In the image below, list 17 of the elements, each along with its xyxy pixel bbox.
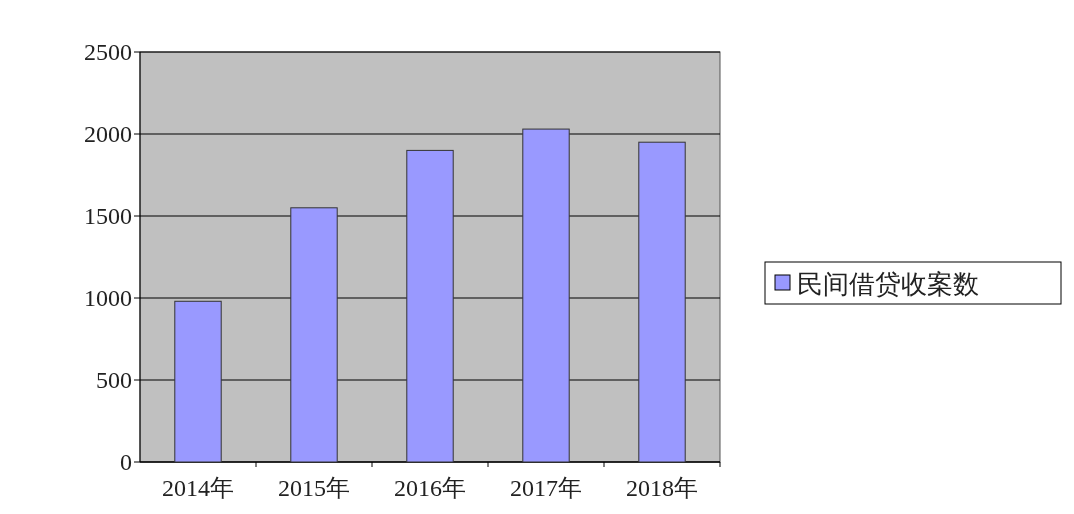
bar [174,300,222,463]
y-tick-label: 1500 [84,203,132,229]
y-tick-label: 0 [120,449,132,475]
bar [290,207,338,463]
bar [522,128,570,463]
x-tick-label: 2015年 [278,475,350,501]
legend-label: 民间借贷收案数 [797,269,979,299]
y-tick-label: 2000 [84,121,132,147]
x-tick-label: 2014年 [162,475,234,501]
x-tick-label: 2016年 [394,475,466,501]
y-tick-label: 2500 [84,39,132,65]
bar [638,141,686,463]
x-tick-label: 2017年 [510,475,582,501]
y-tick-label: 500 [96,367,132,393]
bar [406,149,454,463]
y-tick-label: 1000 [84,285,132,311]
x-tick-label: 2018年 [626,475,698,501]
